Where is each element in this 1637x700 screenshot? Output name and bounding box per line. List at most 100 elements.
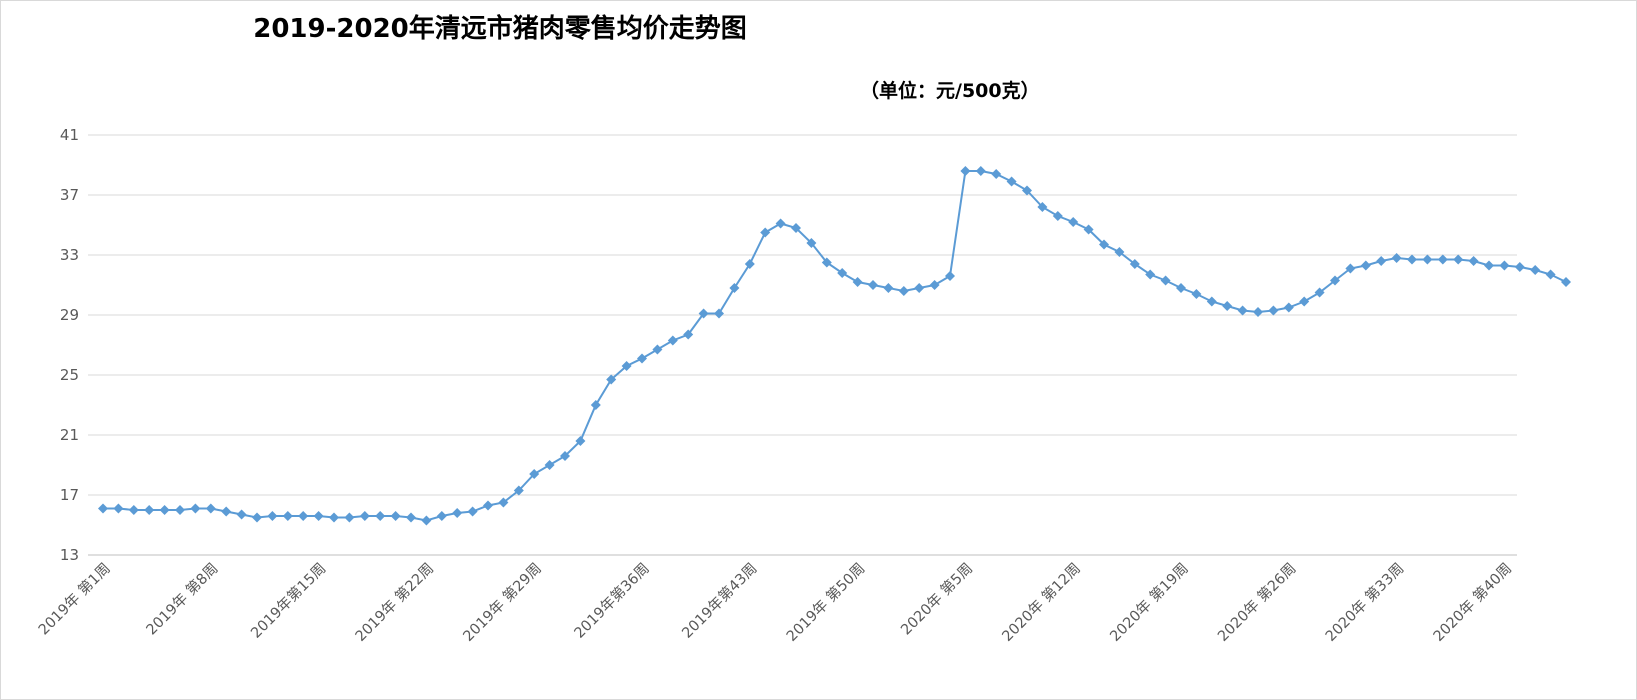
data-point <box>1176 283 1186 293</box>
data-point <box>560 451 570 461</box>
data-point <box>1129 259 1140 269</box>
data-point <box>205 503 216 514</box>
x-tick-label: 2020年 第40周 <box>1429 559 1515 645</box>
data-point <box>1160 275 1171 286</box>
x-tick-label: 2019年 第22周 <box>351 559 437 645</box>
data-point <box>375 511 386 521</box>
data-point <box>1453 254 1464 265</box>
data-point <box>868 280 878 290</box>
data-point <box>806 238 817 248</box>
data-point <box>1391 253 1402 263</box>
x-tick-label: 2019年 第8周 <box>142 559 221 638</box>
data-point <box>621 361 632 371</box>
data-point <box>821 257 832 268</box>
data-point <box>1484 260 1494 271</box>
x-tick-label: 2019年第15周 <box>247 559 330 642</box>
data-point <box>1068 217 1079 227</box>
y-axis-ticks: 13 17 21 25 29 33 37 41 <box>60 126 79 564</box>
data-point <box>1268 305 1279 316</box>
y-tick-label: 41 <box>60 126 79 144</box>
data-point <box>637 353 647 364</box>
data-point <box>714 308 724 319</box>
data-point <box>282 511 293 521</box>
data-point <box>1407 254 1417 265</box>
x-tick-label: 2020年 第12周 <box>998 559 1084 645</box>
series-layer <box>98 166 1571 526</box>
data-point <box>144 505 155 515</box>
data-point <box>1330 275 1340 286</box>
data-point <box>1530 265 1541 275</box>
data-point <box>483 500 493 511</box>
data-point <box>1191 289 1202 299</box>
data-point <box>1022 185 1032 196</box>
data-point <box>498 497 509 508</box>
x-tick-label: 2019年 第1周 <box>34 559 113 638</box>
data-point <box>744 259 755 269</box>
data-point <box>113 503 124 514</box>
data-point <box>421 515 432 526</box>
data-point <box>467 506 478 517</box>
data-point <box>1345 263 1356 274</box>
data-point <box>991 169 1002 179</box>
y-tick-label: 21 <box>60 426 79 444</box>
data-point <box>98 503 108 514</box>
data-point <box>1083 224 1094 235</box>
data-point <box>698 308 709 319</box>
data-point <box>1422 254 1433 265</box>
data-point <box>252 512 262 523</box>
data-point <box>175 505 185 515</box>
data-point <box>1437 254 1448 265</box>
x-tick-label: 2020年 第33周 <box>1322 559 1408 645</box>
x-axis-ticks: 2019年 第1周 2019年 第8周 2019年第15周 2019年 第22周 201… <box>34 559 1515 645</box>
data-point <box>883 283 894 293</box>
data-point <box>1037 202 1048 212</box>
data-point <box>1206 296 1217 307</box>
data-point <box>313 511 324 521</box>
data-point <box>236 509 247 520</box>
data-point <box>359 511 370 521</box>
data-point <box>837 268 848 278</box>
data-point <box>652 344 663 355</box>
data-point <box>406 512 416 523</box>
data-point <box>791 223 801 233</box>
data-point <box>1499 260 1510 271</box>
data-point <box>929 280 940 290</box>
data-point <box>1299 296 1310 307</box>
data-point <box>390 511 401 521</box>
data-point <box>267 511 278 521</box>
grid-lines <box>88 134 1517 556</box>
data-point <box>914 283 925 293</box>
data-point <box>513 485 524 496</box>
y-tick-label: 37 <box>60 186 79 204</box>
x-tick-label: 2020年 第19周 <box>1106 559 1192 645</box>
data-point <box>1222 301 1233 311</box>
data-point <box>1283 302 1294 313</box>
data-point <box>1360 260 1371 271</box>
data-point <box>1099 239 1109 250</box>
data-point <box>960 166 971 176</box>
data-point <box>190 503 201 514</box>
data-point <box>683 329 694 340</box>
data-point <box>1145 269 1156 280</box>
data-point <box>1561 277 1571 287</box>
data-point <box>760 227 771 238</box>
x-tick-label: 2019年第36周 <box>570 559 653 642</box>
data-point <box>729 283 740 293</box>
data-point <box>159 505 170 515</box>
data-point <box>575 436 586 446</box>
data-point <box>1314 287 1325 298</box>
data-point <box>436 511 447 521</box>
x-tick-label: 2019年第43周 <box>678 559 761 642</box>
x-tick-label: 2020年 第5周 <box>897 559 976 638</box>
data-point <box>298 511 309 521</box>
data-point <box>1253 307 1263 317</box>
x-tick-label: 2019年 第29周 <box>459 559 545 645</box>
data-point <box>1237 305 1248 316</box>
data-point <box>544 460 555 470</box>
data-point <box>775 218 786 229</box>
data-point <box>344 512 355 523</box>
chart-title: 2019-2020年清远市猪肉零售均价走势图 <box>253 14 747 44</box>
series-line <box>103 170 1567 522</box>
